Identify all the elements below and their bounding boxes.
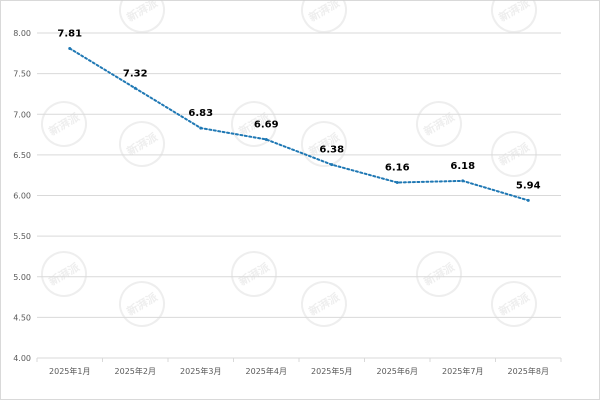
data-point [526, 198, 530, 202]
data-point [395, 181, 399, 184]
x-tick-label: 2025年1月 [49, 366, 90, 376]
data-point [199, 126, 203, 130]
data-label: 6.83 [188, 108, 213, 119]
y-tick-label: 6.00 [13, 192, 31, 201]
data-label: 6.18 [450, 161, 475, 172]
y-tick-label: 4.00 [13, 354, 31, 363]
data-point [68, 46, 72, 50]
data-label: 6.69 [254, 119, 279, 130]
data-label: 6.38 [319, 145, 344, 156]
data-point [330, 163, 334, 167]
x-tick-label: 2025年3月 [180, 366, 221, 376]
data-label: 7.32 [123, 68, 148, 79]
y-tick-label: 7.50 [13, 70, 31, 79]
y-tick-label: 5.00 [13, 273, 31, 282]
data-point [133, 86, 137, 90]
x-tick-label: 2025年6月 [377, 366, 418, 376]
data-point [264, 137, 268, 141]
x-tick-label: 2025年2月 [115, 366, 156, 376]
x-tick-label: 2025年4月 [246, 366, 287, 376]
data-point [461, 179, 465, 183]
y-tick-label: 4.50 [13, 313, 31, 322]
x-tick-label: 2025年5月 [311, 366, 352, 376]
data-label: 5.94 [516, 180, 541, 191]
x-tick-label: 2025年7月 [442, 366, 483, 376]
y-tick-label: 8.00 [13, 29, 31, 38]
y-tick-label: 7.00 [13, 110, 31, 119]
y-tick-label: 6.50 [13, 151, 31, 160]
series-line [68, 47, 530, 202]
y-tick-label: 5.50 [13, 232, 31, 241]
x-tick-label: 2025年8月 [508, 366, 549, 376]
data-label: 6.16 [385, 163, 410, 174]
data-label: 7.81 [57, 28, 82, 39]
